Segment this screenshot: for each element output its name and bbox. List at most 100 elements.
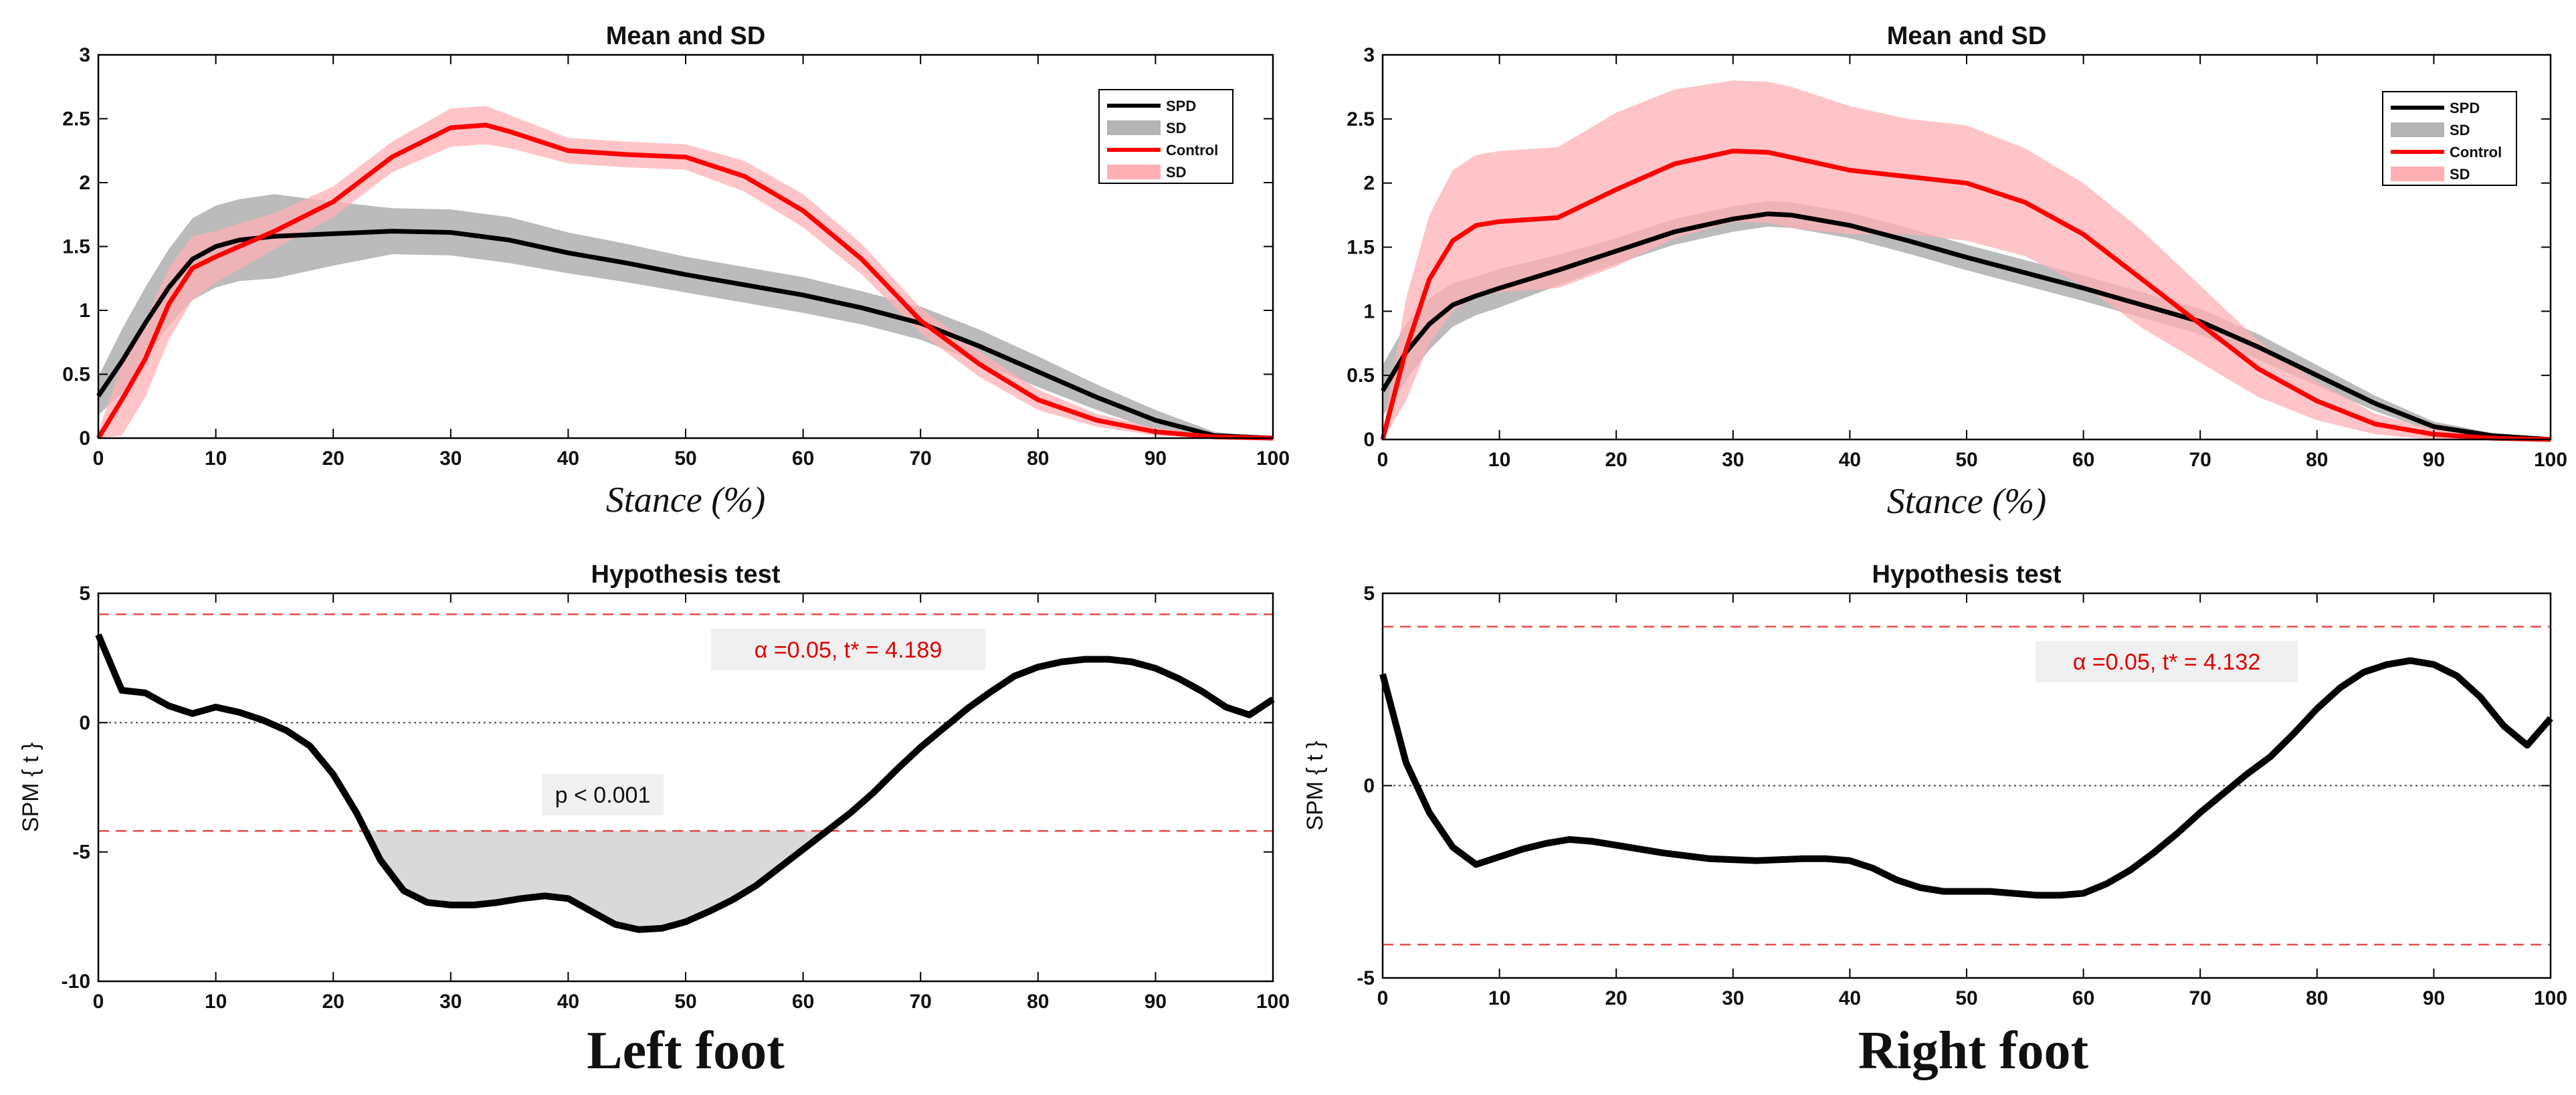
- left-spm-threshold-label-bg: [711, 629, 985, 670]
- left-spm-xtick-label: 90: [1145, 991, 1167, 1013]
- right-spm-xtick-label: 80: [2306, 987, 2328, 1009]
- right-spm-xtick-label: 0: [1377, 987, 1389, 1009]
- left-spm-xtick-label: 20: [322, 991, 344, 1013]
- left-mean-spd-sd-band: [98, 194, 1273, 438]
- left-mean-legend-label: SD: [1166, 164, 1187, 181]
- right-mean-ytick-label: 2.5: [1347, 108, 1375, 130]
- left-spm-xtick-label: 0: [93, 991, 104, 1013]
- left-spm-xtick-label: 50: [674, 991, 696, 1013]
- right-mean-legend-label: Control: [2450, 144, 2502, 161]
- left-mean-title: Mean and SD: [606, 22, 766, 50]
- left-mean-xtick-label: 70: [910, 447, 932, 470]
- right-mean-ytick-label: 1.5: [1347, 237, 1375, 259]
- left-spm-xtick-label: 10: [205, 991, 227, 1013]
- right-mean-legend-label: SD: [2450, 122, 2470, 138]
- left-mean-legend-swatch-patch: [1107, 165, 1161, 179]
- left-mean-xtick-label: 30: [439, 447, 462, 470]
- left-mean-panel: Mean and SD 0 10 20 30 40 50 60 70 80 90 100 0 0.5 1 1.…: [62, 22, 1290, 520]
- left-spm-cluster-label-bg: [542, 774, 664, 815]
- left-mean-legend-label: SPD: [1166, 98, 1196, 114]
- right-spm-ytick-label: 5: [1363, 583, 1375, 605]
- right-spm-xtick-label: 30: [1722, 987, 1744, 1009]
- left-spm-spm-curve: [95, 633, 1275, 933]
- left-spm-ytick-label: 5: [79, 583, 90, 605]
- right-spm-threshold-label: α =0.05, t* = 4.132: [2073, 650, 2261, 675]
- left-spm-ylabel: SPM { t }: [18, 742, 43, 832]
- right-spm-ylabel: SPM { t }: [1302, 740, 1328, 830]
- left-mean-ytick-label: 1: [79, 300, 90, 322]
- right-mean-legend-label: SPD: [2450, 100, 2480, 116]
- right-mean-xtick-label: 20: [1605, 449, 1627, 471]
- left-mean-ytick-label: 2: [79, 172, 90, 194]
- right-mean-xtick-label: 40: [1839, 449, 1861, 471]
- right-mean-title: Mean and SD: [1887, 22, 2047, 50]
- right-mean-legend: SPD SD Control SD: [2382, 91, 2517, 186]
- right-mean-legend-swatch-patch: [2391, 167, 2444, 181]
- right-spm-ytick-label: 0: [1363, 775, 1375, 797]
- left-mean-xtick-label: 60: [792, 447, 814, 470]
- left-mean-control-line: [96, 122, 1274, 441]
- left-mean-ytick-label: 0: [79, 427, 90, 450]
- left-spm-threshold-label: α =0.05, t* = 4.189: [755, 637, 943, 663]
- right-foot-label: Right foot: [1858, 1021, 2089, 1080]
- left-spm-xtick-label: 100: [1256, 991, 1290, 1013]
- right-mean-spd-sd-band: [1383, 201, 2551, 439]
- right-spm-title: Hypothesis test: [1872, 561, 2062, 589]
- right-mean-legend-swatch-patch: [2391, 122, 2444, 137]
- right-mean-xtick-label: 90: [2423, 449, 2445, 471]
- right-mean-ytick-label: 3: [1363, 44, 1375, 66]
- left-mean-xtick-label: 90: [1145, 447, 1167, 470]
- right-mean-xtick-label: 0: [1377, 449, 1389, 471]
- left-spm-ytick-label: -5: [72, 841, 90, 864]
- right-spm-xtick-label: 50: [1955, 987, 1977, 1009]
- right-mean-xtick-label: 100: [2534, 449, 2567, 471]
- left-mean-legend-swatch-patch: [1107, 120, 1161, 135]
- right-mean-xtick-label: 10: [1488, 449, 1510, 471]
- left-spm-cluster-label: p < 0.001: [555, 783, 651, 808]
- right-spm-xtick-label: 100: [2534, 987, 2567, 1009]
- left-mean-ytick-label: 3: [79, 44, 90, 66]
- right-mean-legend-label: SD: [2450, 166, 2470, 183]
- right-spm-threshold-label-bg: [2036, 641, 2298, 682]
- right-mean-xtick-label: 50: [1955, 449, 1977, 471]
- left-mean-xtick-label: 100: [1256, 447, 1290, 470]
- left-mean-spd-line: [96, 229, 1274, 441]
- left-spm-xtick-label: 60: [792, 991, 814, 1013]
- left-spm-ytick-label: 0: [79, 712, 90, 734]
- left-mean-control-sd-band: [98, 106, 1273, 438]
- right-mean-ytick-label: 2: [1363, 173, 1375, 195]
- left-mean-ytick-label: 2.5: [62, 108, 90, 130]
- right-mean-spd-line: [1381, 211, 2551, 442]
- right-mean-ytick-label: 0.5: [1347, 365, 1375, 387]
- right-mean-ytick-label: 1: [1363, 300, 1375, 322]
- left-mean-legend-label: Control: [1166, 142, 1218, 159]
- right-mean-xtick-label: 60: [2072, 449, 2094, 471]
- right-mean-control-line: [1380, 148, 2551, 442]
- left-mean-ytick-label: 1.5: [62, 236, 90, 258]
- left-mean-xlabel: Stance (%): [606, 480, 765, 520]
- left-mean-xtick-label: 50: [674, 447, 696, 470]
- left-mean-xtick-label: 80: [1027, 447, 1049, 470]
- left-spm-xtick-label: 80: [1027, 991, 1049, 1013]
- left-mean-xtick-label: 10: [205, 447, 227, 470]
- left-spm-ytick-label: -10: [62, 971, 90, 993]
- right-mean-xtick-label: 70: [2189, 449, 2211, 471]
- left-spm-xtick-label: 40: [557, 991, 579, 1013]
- left-spm-xtick-label: 70: [910, 991, 932, 1013]
- left-mean-legend: SPD SD Control SD: [1098, 89, 1233, 184]
- right-spm-xtick-label: 20: [1605, 987, 1627, 1009]
- right-spm-xtick-label: 70: [2189, 987, 2211, 1009]
- left-mean-xtick-label: 0: [93, 447, 104, 470]
- left-mean-legend-label: SD: [1166, 120, 1187, 136]
- right-mean-xtick-label: 30: [1722, 449, 1744, 471]
- right-mean-ytick-label: 0: [1363, 429, 1375, 451]
- right-spm-spm-curve: [1379, 657, 2553, 899]
- right-spm-xtick-label: 90: [2423, 987, 2445, 1009]
- right-spm-xtick-label: 10: [1488, 987, 1510, 1009]
- right-mean-xlabel: Stance (%): [1887, 481, 2046, 521]
- left-spm-xtick-label: 30: [439, 991, 462, 1013]
- left-spm-title: Hypothesis test: [591, 561, 781, 589]
